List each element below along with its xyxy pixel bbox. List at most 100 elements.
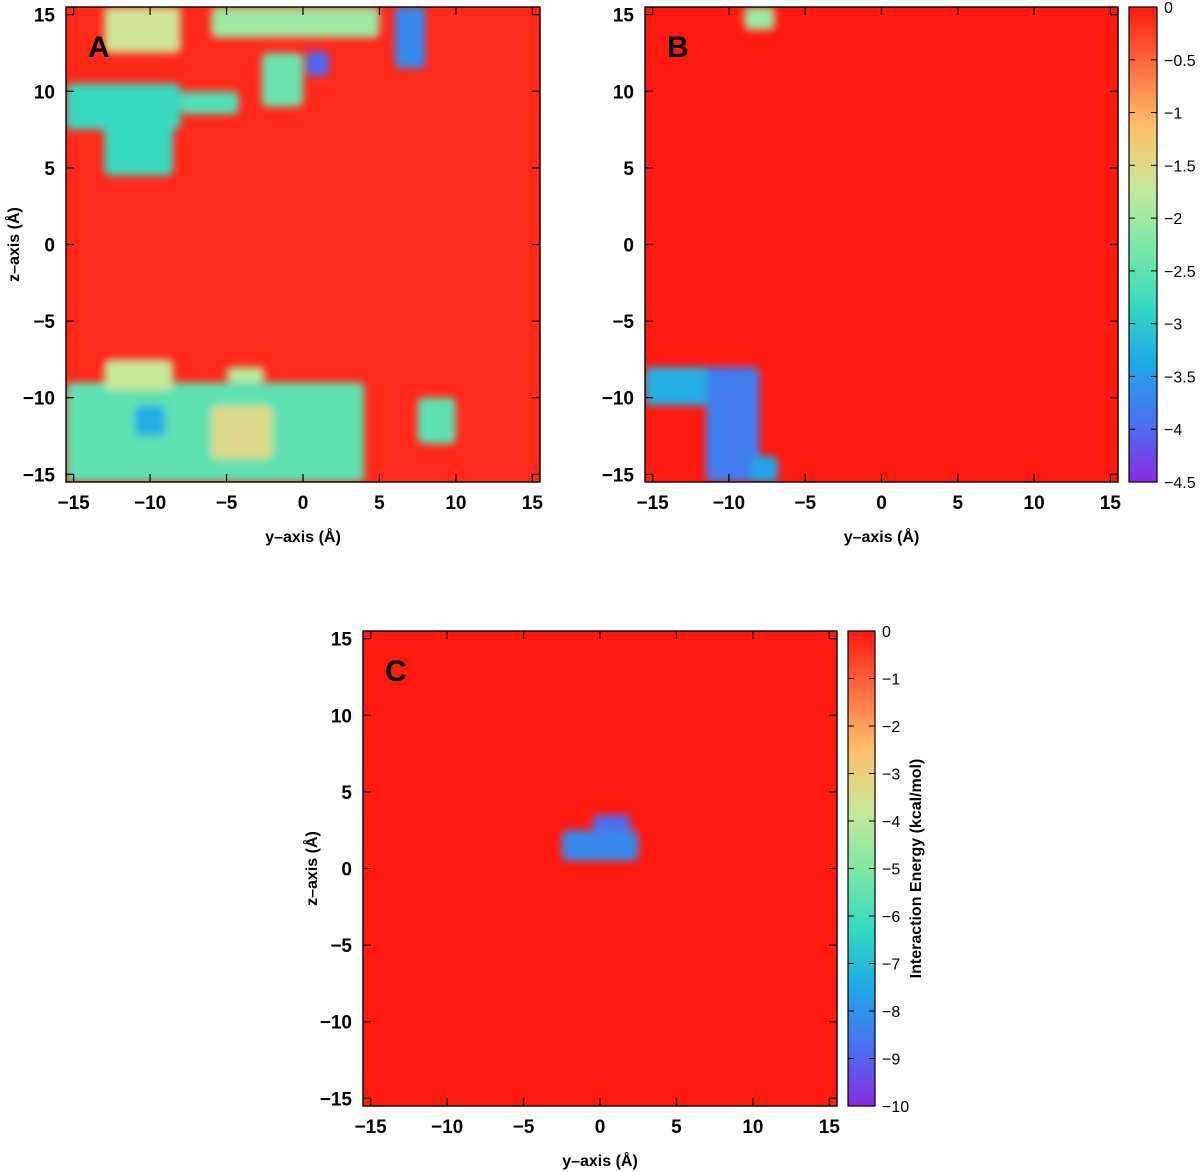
y-tick-label: 5 (341, 783, 352, 804)
colorbar-tick-label: −4.5 (1164, 475, 1196, 492)
heatmap-cell (561, 830, 639, 861)
x-tick-label: −5 (216, 493, 238, 514)
colorbar-frame (1128, 6, 1158, 483)
heatmap-cell (226, 367, 265, 383)
heatmap-background (363, 631, 837, 1106)
heatmap-cell (751, 455, 778, 482)
colorbar-gradient (1129, 7, 1157, 482)
colorbar-tick-label: −2 (1164, 211, 1182, 228)
heatmap-cell (306, 51, 329, 76)
y-tick-label: 5 (623, 159, 634, 180)
y-tick-label: −10 (602, 389, 634, 410)
x-tick-label: 10 (1024, 493, 1045, 514)
colorbar-tick-label: −8 (882, 1004, 900, 1021)
x-tick-label: −15 (355, 1117, 388, 1138)
x-tick-label: 10 (445, 493, 466, 514)
colorbar-tick-label: −7 (882, 957, 900, 974)
colorbar-tick-label: −10 (882, 1099, 909, 1116)
x-axis-label: y–axis (Å) (562, 1151, 638, 1170)
y-tick-label: 15 (34, 6, 56, 27)
heatmap-cell (744, 7, 775, 30)
y-axis-label: z–axis (Å) (4, 207, 23, 282)
heatmap-cell (104, 359, 174, 391)
heatmap-cell (706, 367, 760, 482)
y-tick-label: −5 (612, 312, 634, 333)
colorbar-tick-label: −1 (1164, 106, 1182, 123)
heatmap-cell (104, 121, 174, 176)
x-tick-label: −15 (637, 493, 670, 514)
heatmap-cell (66, 83, 181, 130)
colorbar-tick-label: −9 (882, 1052, 900, 1069)
y-tick-label: 0 (44, 236, 55, 257)
y-tick-label: 10 (613, 82, 634, 103)
x-tick-label: −10 (134, 493, 166, 514)
colorbar-tick-label: −2 (882, 719, 900, 736)
heatmap-cell (417, 397, 456, 444)
heatmap-cell (134, 405, 166, 437)
x-tick-label: 5 (374, 493, 385, 514)
y-tick-label: 15 (613, 6, 635, 27)
x-tick-label: −15 (58, 493, 91, 514)
colorbar-tick-label: −6 (882, 909, 900, 926)
x-tick-label: −5 (794, 493, 816, 514)
x-tick-label: 15 (819, 1117, 841, 1138)
colorbar-tick-label: −3 (1164, 317, 1182, 334)
x-tick-label: 15 (522, 493, 544, 514)
y-tick-label: −15 (602, 465, 635, 486)
y-tick-label: −15 (23, 465, 56, 486)
colorbar-tick-label: −1.5 (1164, 158, 1196, 175)
colorbar: 0 −1 −2 −3 −4 −5 −6 −7 −8 −9 −10 Interaction Energy… (847, 624, 925, 1116)
heatmap-cell (261, 52, 303, 107)
heatmap-regions (645, 7, 778, 482)
y-tick-label: 10 (34, 82, 55, 103)
colorbar-tick-label: −3.5 (1164, 369, 1196, 386)
heatmap-cell (211, 405, 273, 460)
y-tick-label: −10 (320, 1013, 352, 1034)
heatmap-regions (561, 814, 639, 861)
x-tick-label: −10 (713, 493, 745, 514)
y-tick-label: −10 (23, 389, 55, 410)
colorbar-tick-label: −5 (882, 862, 900, 879)
colorbar-tick-label: −2.5 (1164, 264, 1196, 281)
y-tick-label: 15 (331, 630, 353, 651)
y-tick-label: −15 (320, 1089, 353, 1110)
x-tick-label: 0 (595, 1117, 606, 1138)
heatmap-cell (180, 91, 239, 115)
y-tick-label: 0 (341, 860, 352, 881)
y-tick-label: 10 (331, 706, 352, 727)
y-tick-label: −5 (33, 312, 55, 333)
heatmap-cell (211, 7, 380, 38)
y-axis-label: z–axis (Å) (302, 831, 321, 906)
colorbar-label: Interaction Energy (kcal/mol) (908, 759, 925, 979)
panel-a: −15 −10 −5 0 5 10 15 −15 −10 −5 0 5 10 15 y–axis (Å) z–… (4, 6, 543, 546)
colorbar-tick-label: −4 (1164, 422, 1182, 439)
colorbar-tick-label: 0 (882, 624, 891, 641)
x-tick-label: 15 (1100, 493, 1122, 514)
x-axis-label: y–axis (Å) (265, 527, 341, 546)
x-tick-label: 0 (298, 493, 309, 514)
panel-label: C (385, 655, 407, 688)
colorbar-tick-label: −4 (882, 814, 900, 831)
colorbar: 0 −0.5 −1 −1.5 −2 −2.5 −3 −3.5 −4 −4.5 (1128, 0, 1196, 492)
heatmap-cell (592, 814, 631, 831)
y-tick-label: −5 (330, 936, 352, 957)
y-tick-label: 5 (44, 159, 55, 180)
heatmap-cell (104, 7, 181, 53)
x-tick-label: −10 (431, 1117, 463, 1138)
colorbar-tick-label: −3 (882, 767, 900, 784)
x-tick-label: 5 (953, 493, 964, 514)
x-tick-label: 10 (742, 1117, 763, 1138)
x-tick-label: 5 (671, 1117, 682, 1138)
y-tick-label: 0 (623, 236, 634, 257)
x-tick-label: 0 (876, 493, 887, 514)
x-axis-label: y–axis (Å) (844, 527, 920, 546)
panel-label: A (88, 31, 110, 64)
colorbar-tick-label: 0 (1164, 0, 1173, 17)
x-tick-label: −5 (513, 1117, 535, 1138)
heatmap-cell (394, 7, 426, 69)
colorbar-tick-label: −0.5 (1164, 53, 1196, 70)
colorbar-tick-label: −1 (882, 672, 900, 689)
